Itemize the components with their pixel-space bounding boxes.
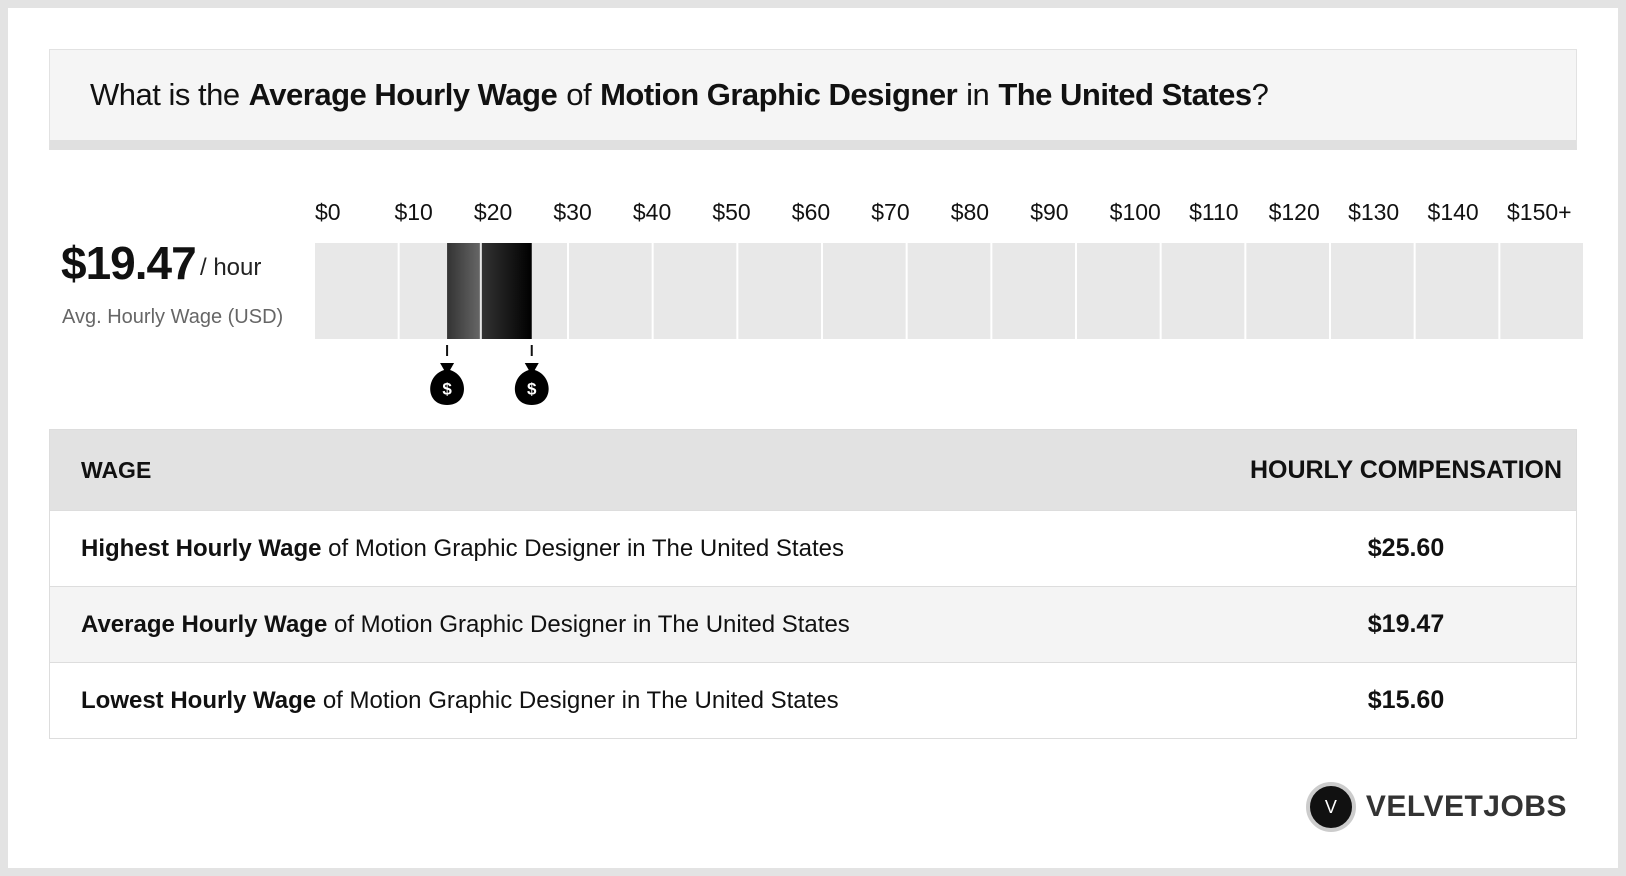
scale-cell xyxy=(738,243,821,339)
header-cell: WAGE xyxy=(81,456,152,483)
brand: V VELVETJOBS xyxy=(1305,782,1567,832)
summary-value: $19.47 xyxy=(61,237,197,289)
scale-cell xyxy=(1077,243,1160,339)
tick-label: $20 xyxy=(474,199,512,225)
cell: Average Hourly Wage of Motion Graphic De… xyxy=(50,611,1236,639)
brand-logo: V xyxy=(1305,782,1356,832)
table-row: Lowest Hourly Wage of Motion Graphic Des… xyxy=(50,662,1576,738)
money-bag xyxy=(430,363,464,405)
scale-cell xyxy=(1161,243,1245,339)
tick-label: $50 xyxy=(712,199,750,225)
cell-text: of Motion Graphic Designer in The United… xyxy=(322,686,839,714)
wage-scale: $0 $10 $20 $30 $40 $50 $60 $70 $80 $90 $100 $110 $12… xyxy=(315,199,1583,405)
scale-cell xyxy=(1331,243,1414,339)
tick-label: $140 xyxy=(1428,199,1479,225)
title-text: Average Hourly Wage xyxy=(248,77,558,112)
range-low-segment xyxy=(447,243,480,339)
title-text: The United States xyxy=(998,77,1252,112)
cell-value: $19.47 xyxy=(1367,610,1445,638)
title-text: What is the xyxy=(90,77,240,112)
table-header: WAGE HOURLY COMPENSATION xyxy=(50,430,1576,510)
tick-label: $120 xyxy=(1269,199,1320,225)
scale-cell xyxy=(1246,243,1329,339)
cell-value: $25.60 xyxy=(1367,534,1445,562)
title-text: in xyxy=(966,77,990,112)
header-cell: HOURLY COMPENSATION xyxy=(1249,455,1563,484)
title-text: ? xyxy=(1251,77,1269,112)
table-row: Highest Hourly Wage of Motion Graphic De… xyxy=(50,510,1576,586)
scale-cell xyxy=(1500,243,1583,339)
brand-name: VELVETJOBS xyxy=(1365,790,1567,823)
money-bag xyxy=(514,363,549,405)
tick-label: $70 xyxy=(871,199,909,225)
cell-bold: Lowest Hourly Wage xyxy=(81,686,317,714)
scale-cell xyxy=(823,243,906,339)
tick-label: $80 xyxy=(951,199,989,225)
tick-label: $130 xyxy=(1348,199,1399,225)
cell-text: of Motion Graphic Designer in The United… xyxy=(333,610,850,638)
scale-cell xyxy=(569,243,652,339)
tick-label: $100 xyxy=(1110,199,1161,225)
header: What is the Average Hourly Wage of Motio… xyxy=(49,49,1577,150)
money-symbol: $ xyxy=(527,379,537,398)
scale-cell xyxy=(992,243,1075,339)
title-text: Motion Graphic Designer xyxy=(600,77,958,112)
title-text: of xyxy=(566,77,592,112)
scale-cell xyxy=(315,243,398,339)
cell-bold: Highest Hourly Wage xyxy=(81,534,322,562)
cell: Lowest Hourly Wage of Motion Graphic Des… xyxy=(50,687,1236,715)
tick-label: $150+ xyxy=(1507,199,1572,225)
tick-label: $110 xyxy=(1189,199,1238,225)
cell-value: $15.60 xyxy=(1367,686,1445,714)
tick-label: $60 xyxy=(792,199,830,225)
cell-bold: Average Hourly Wage xyxy=(81,610,328,638)
summary-unit: / hour xyxy=(200,254,262,281)
scale-cell xyxy=(907,243,991,339)
cell: Highest Hourly Wage of Motion Graphic De… xyxy=(50,535,1236,563)
table-row: Average Hourly Wage of Motion Graphic De… xyxy=(50,586,1576,662)
summary-label: Avg. Hourly Wage (USD) xyxy=(62,306,284,328)
range-high-segment xyxy=(481,243,532,339)
wage-table: WAGE HOURLY COMPENSATION Highest Hourly … xyxy=(49,429,1577,739)
tick-label: $10 xyxy=(394,199,432,225)
money-symbol: $ xyxy=(442,379,452,398)
scale-cell xyxy=(653,243,737,339)
scale-cell xyxy=(1415,243,1499,339)
tick-label: $90 xyxy=(1030,199,1068,225)
tick-label: $0 xyxy=(315,199,341,225)
tick-label: $30 xyxy=(553,199,591,225)
tick-label: $40 xyxy=(633,199,671,225)
cell-text: of Motion Graphic Designer in The United… xyxy=(328,534,844,562)
